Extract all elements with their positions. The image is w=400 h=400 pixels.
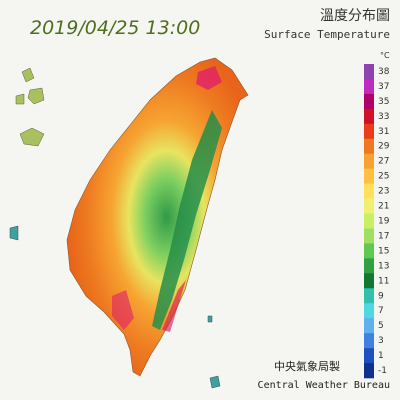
legend-swatch	[364, 93, 374, 110]
legend-label: 25	[378, 172, 389, 182]
legend-label: 17	[378, 231, 389, 241]
legend-label: -1	[378, 366, 387, 376]
legend-swatch	[364, 318, 374, 334]
legend-swatch	[364, 108, 374, 125]
small-islands	[9, 225, 221, 389]
legend-swatch	[364, 363, 374, 379]
agency-zh: 中央氣象局製	[274, 359, 340, 373]
agency-en: Central Weather Bureau	[258, 380, 390, 391]
legend-label: 31	[378, 127, 389, 137]
legend-label: 37	[378, 82, 389, 92]
legend-swatch	[364, 333, 374, 349]
legend-swatch	[364, 213, 374, 229]
legend-label: 15	[378, 246, 389, 256]
legend-label: 38	[378, 67, 390, 77]
datetime: 2019/04/25 13:00	[30, 17, 200, 39]
central-range	[152, 110, 222, 330]
legend-swatch	[364, 183, 374, 199]
legend-label: 3	[378, 336, 384, 346]
east-hotspot	[162, 280, 186, 332]
legend-label: 35	[378, 97, 389, 107]
legend-swatch	[364, 138, 374, 155]
legend-swatch	[364, 258, 374, 274]
legend-label: 27	[378, 157, 389, 167]
subtitle: Surface Temperature	[264, 28, 390, 41]
legend-unit: °C	[380, 51, 390, 60]
legend-swatch	[364, 123, 374, 140]
south-hotspot	[112, 290, 134, 330]
legend-label: 7	[378, 306, 384, 316]
legend-label: 21	[378, 202, 389, 212]
legend-swatch	[364, 303, 374, 319]
legend-label: 1	[378, 351, 384, 361]
legend-label: 13	[378, 261, 389, 271]
legend-label: 5	[378, 321, 384, 331]
legend-swatch	[364, 228, 374, 244]
legend-swatch	[364, 168, 374, 184]
legend-swatch	[364, 198, 374, 214]
legend-swatch	[364, 288, 374, 304]
penghu-islands	[15, 67, 45, 147]
legend-label: 23	[378, 187, 389, 197]
legend-swatch	[364, 348, 374, 364]
legend-label: 33	[378, 112, 389, 122]
title: 溫度分布圖	[320, 8, 390, 24]
legend-swatch	[364, 273, 374, 289]
legend-label: 11	[378, 276, 389, 286]
legend-label: 19	[378, 217, 390, 227]
legend-swatch	[364, 153, 374, 169]
legend-label: 9	[378, 291, 384, 301]
legend-label: 29	[378, 142, 390, 152]
legend-swatch	[364, 243, 374, 259]
north-hotspot	[196, 66, 222, 90]
legend-swatch	[364, 64, 374, 80]
legend-swatch	[364, 78, 374, 95]
